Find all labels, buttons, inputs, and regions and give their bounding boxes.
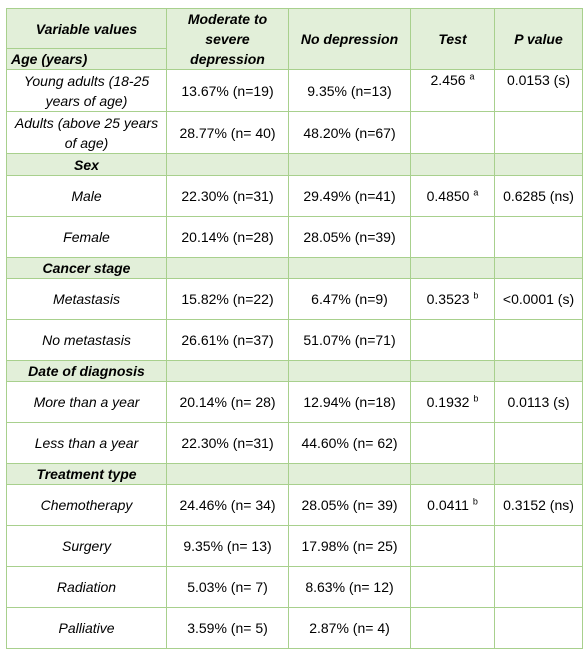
table-row: Young adults (18-25 years of age) 13.67%… xyxy=(6,69,583,112)
no-depression-header: No depression xyxy=(288,8,411,70)
no-depression-value: 29.49% (n=41) xyxy=(288,175,411,217)
section-cancer-stage: Cancer stage xyxy=(6,257,167,279)
test-empty xyxy=(410,607,495,649)
no-depression-value: 48.20% (n=67) xyxy=(288,111,411,154)
no-depression-value: 51.07% (n=71) xyxy=(288,319,411,361)
p-value: 0.6285 (ns) xyxy=(494,175,583,217)
p-value-header: P value xyxy=(494,8,583,70)
results-table: Variable values Moderate to severe depre… xyxy=(6,8,583,649)
section-age: Age (years) xyxy=(6,48,167,70)
row-label: Chemotherapy xyxy=(6,484,167,526)
table-row: Less than a year 22.30% (n=31) 44.60% (n… xyxy=(6,422,583,464)
row-label: Surgery xyxy=(6,525,167,567)
test-empty xyxy=(410,111,495,154)
section-row-treatment: Treatment type xyxy=(6,463,583,485)
test-empty xyxy=(410,319,495,361)
no-depression-value: 28.05% (n= 39) xyxy=(288,484,411,526)
no-depression-value: 17.98% (n= 25) xyxy=(288,525,411,567)
test-value: 0.4850 a xyxy=(410,175,495,217)
no-depression-value: 12.94% (n=18) xyxy=(288,381,411,423)
section-date-of-diagnosis: Date of diagnosis xyxy=(6,360,167,382)
test-superscript: a xyxy=(473,187,479,198)
test-superscript: b xyxy=(473,393,479,404)
no-depression-value: 44.60% (n= 62) xyxy=(288,422,411,464)
moderate-value: 26.61% (n=37) xyxy=(166,319,289,361)
section-row-age: Age (years) xyxy=(6,48,583,70)
table-row: Surgery 9.35% (n= 13) 17.98% (n= 25) xyxy=(6,525,583,567)
row-label: Metastasis xyxy=(6,278,167,320)
test-value: 0.0411 b xyxy=(410,484,495,526)
no-depression-value: 2.87% (n= 4) xyxy=(288,607,411,649)
table-row: Radiation 5.03% (n= 7) 8.63% (n= 12) xyxy=(6,566,583,608)
section-treatment-type: Treatment type xyxy=(6,463,167,485)
table-row: Adults (above 25 years of age) 28.77% (n… xyxy=(6,111,583,154)
moderate-value: 20.14% (n=28) xyxy=(166,216,289,258)
table-row: Chemotherapy 24.46% (n= 34) 28.05% (n= 3… xyxy=(6,484,583,526)
p-empty xyxy=(494,111,583,154)
table-row: Metastasis 15.82% (n=22) 6.47% (n=9) 0.3… xyxy=(6,278,583,320)
row-label: Radiation xyxy=(6,566,167,608)
no-depression-value: 8.63% (n= 12) xyxy=(288,566,411,608)
test-value: 2.456 a xyxy=(410,69,495,112)
test-empty xyxy=(410,525,495,567)
row-label: Palliative xyxy=(6,607,167,649)
row-label: Adults (above 25 years of age) xyxy=(6,111,167,154)
test-empty xyxy=(410,566,495,608)
test-empty xyxy=(410,216,495,258)
moderate-value: 24.46% (n= 34) xyxy=(166,484,289,526)
p-value: 0.3152 (ns) xyxy=(494,484,583,526)
table-row: Female 20.14% (n=28) 28.05% (n=39) xyxy=(6,216,583,258)
p-empty xyxy=(494,525,583,567)
test-superscript: b xyxy=(473,290,479,301)
moderate-value: 3.59% (n= 5) xyxy=(166,607,289,649)
row-label: More than a year xyxy=(6,381,167,423)
p-empty xyxy=(494,216,583,258)
moderate-value: 22.30% (n=31) xyxy=(166,422,289,464)
row-label: No metastasis xyxy=(6,319,167,361)
p-empty xyxy=(494,422,583,464)
test-value: 0.1932 b xyxy=(410,381,495,423)
p-value: 0.0153 (s) xyxy=(494,69,583,112)
moderate-value: 5.03% (n= 7) xyxy=(166,566,289,608)
table-row: Palliative 3.59% (n= 5) 2.87% (n= 4) xyxy=(6,607,583,649)
table-row: No metastasis 26.61% (n=37) 51.07% (n=71… xyxy=(6,319,583,361)
p-value: <0.0001 (s) xyxy=(494,278,583,320)
header-row: Variable values Moderate to severe depre… xyxy=(6,8,583,70)
no-depression-value: 9.35% (n=13) xyxy=(288,69,411,112)
row-label: Male xyxy=(6,175,167,217)
p-empty xyxy=(494,607,583,649)
test-superscript: a xyxy=(469,71,475,82)
section-sex: Sex xyxy=(6,153,167,176)
test-superscript: b xyxy=(472,496,478,507)
variable-header: Variable values xyxy=(6,8,167,49)
p-empty xyxy=(494,566,583,608)
moderate-value: 9.35% (n= 13) xyxy=(166,525,289,567)
moderate-value: 22.30% (n=31) xyxy=(166,175,289,217)
table-row: More than a year 20.14% (n= 28) 12.94% (… xyxy=(6,381,583,423)
moderate-value: 15.82% (n=22) xyxy=(166,278,289,320)
test-value: 0.3523 b xyxy=(410,278,495,320)
moderate-value: 28.77% (n= 40) xyxy=(166,111,289,154)
row-label: Less than a year xyxy=(6,422,167,464)
test-empty xyxy=(410,422,495,464)
p-value: 0.0113 (s) xyxy=(494,381,583,423)
p-empty xyxy=(494,319,583,361)
table-row: Male 22.30% (n=31) 29.49% (n=41) 0.4850 … xyxy=(6,175,583,217)
row-label: Young adults (18-25 years of age) xyxy=(6,69,167,112)
section-row-cancer: Cancer stage xyxy=(6,257,583,279)
moderate-value: 20.14% (n= 28) xyxy=(166,381,289,423)
no-depression-value: 6.47% (n=9) xyxy=(288,278,411,320)
moderate-header: Moderate to severe depression xyxy=(166,8,289,70)
test-header: Test xyxy=(410,8,495,70)
section-row-sex: Sex xyxy=(6,153,583,176)
moderate-value: 13.67% (n=19) xyxy=(166,69,289,112)
section-row-diagnosis: Date of diagnosis xyxy=(6,360,583,382)
row-label: Female xyxy=(6,216,167,258)
no-depression-value: 28.05% (n=39) xyxy=(288,216,411,258)
